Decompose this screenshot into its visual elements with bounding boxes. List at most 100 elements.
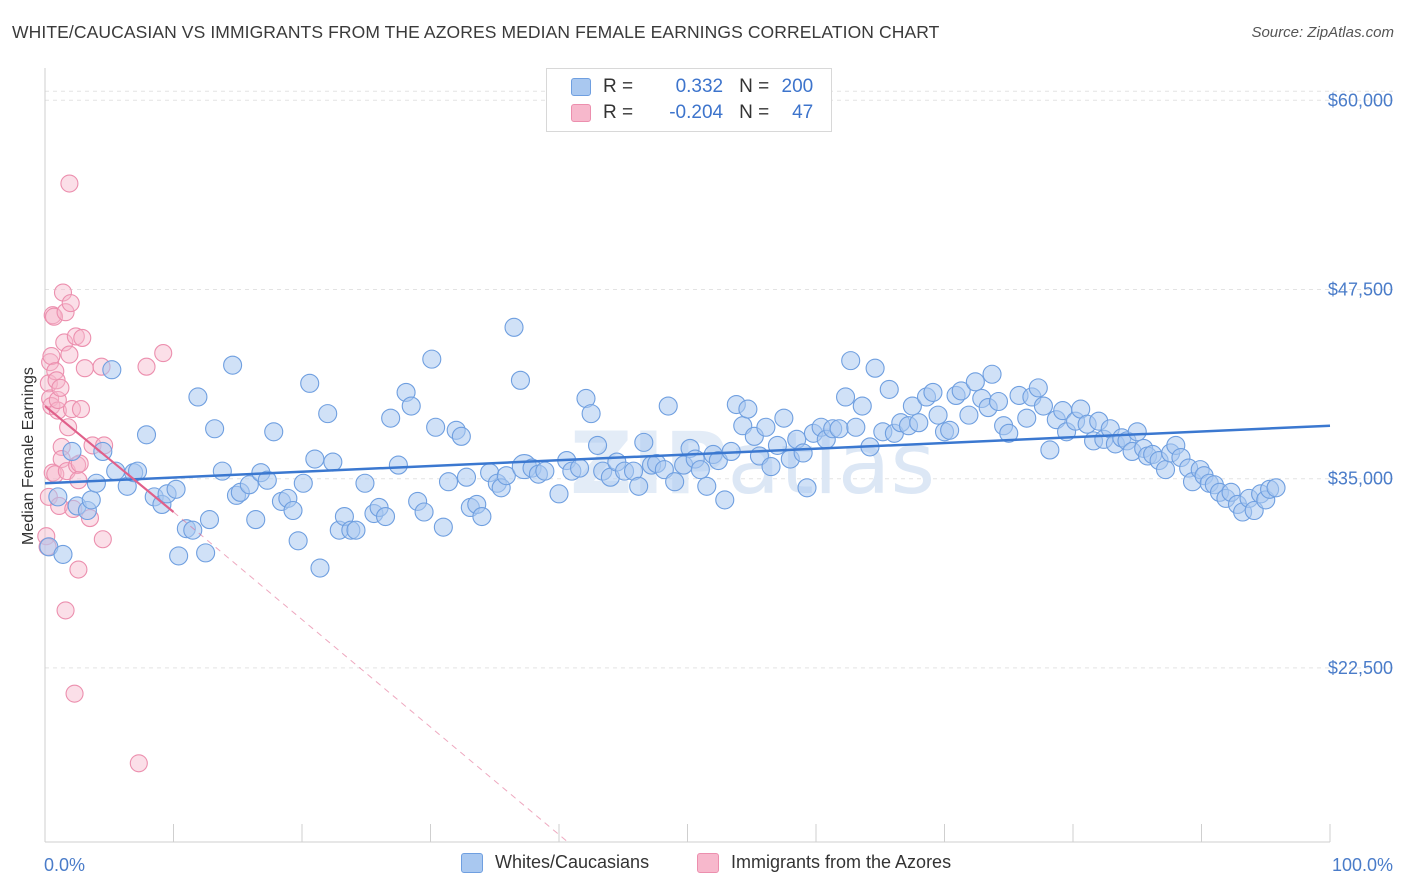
white-point: [852, 396, 872, 416]
white-point: [283, 500, 303, 521]
azores-point: [56, 601, 75, 620]
legend-n-label: N =: [739, 102, 770, 123]
white-point: [634, 432, 654, 452]
white-point: [426, 417, 446, 437]
legend-n-value: 47: [792, 102, 814, 123]
white-point: [1127, 422, 1147, 442]
white-point: [658, 396, 678, 416]
white-point: [205, 419, 225, 439]
azores-point: [93, 530, 112, 549]
azores-point: [51, 378, 70, 397]
azores-trend-extension: [173, 511, 569, 843]
white-point: [587, 435, 608, 455]
x-tick-label-right: 100.0%: [1332, 855, 1393, 875]
white-point: [183, 520, 203, 540]
source-label: Source: ZipAtlas.com: [1251, 24, 1394, 41]
white-point: [793, 443, 813, 463]
legend-r-value: -0.204: [669, 102, 724, 123]
white-point: [951, 381, 971, 401]
y-axis-label: Median Female Earnings: [20, 367, 37, 545]
white-point: [715, 490, 735, 510]
azores-trend-line: [44, 405, 175, 513]
white-point: [257, 470, 277, 490]
white-point: [199, 510, 220, 530]
white-point: [774, 408, 794, 428]
y-tick-label: $47,500: [1328, 279, 1393, 299]
y-tick-label: $35,000: [1328, 469, 1393, 489]
white-point: [93, 441, 113, 462]
legend-row-whites: R = 0.332 N = 200: [571, 75, 813, 99]
legend-swatch-pink: [697, 852, 719, 873]
white-point: [1028, 378, 1048, 398]
white-point: [86, 473, 106, 493]
legend-swatch-blue: [461, 852, 483, 873]
white-point: [940, 420, 960, 440]
white-point: [865, 358, 885, 378]
white-point: [510, 370, 531, 390]
azores-point: [65, 684, 84, 703]
legend-item-whites: Whites/Caucasians: [461, 852, 649, 873]
axes: [44, 68, 1331, 843]
azores-point: [73, 328, 92, 347]
white-point: [355, 473, 375, 493]
x-tick-labels: 0.0% 100.0%: [44, 855, 1393, 875]
white-point: [166, 479, 186, 499]
white-trend-line: [44, 424, 1331, 485]
white-point: [841, 351, 861, 371]
azores-point: [42, 347, 61, 366]
white-point: [1017, 408, 1037, 428]
white-point: [310, 558, 330, 578]
white-point: [504, 317, 524, 337]
chart-title: WHITE/CAUCASIAN VS IMMIGRANTS FROM THE A…: [12, 22, 940, 42]
azores-point: [154, 344, 173, 363]
white-point: [422, 349, 442, 369]
white-point: [188, 387, 208, 407]
white-point: [323, 452, 343, 472]
white-point: [959, 405, 979, 425]
white-point: [738, 399, 758, 419]
white-point: [988, 391, 1009, 412]
white-point: [829, 419, 849, 439]
white-point: [375, 506, 396, 527]
white-point: [305, 449, 325, 469]
white-points: [39, 317, 1286, 578]
white-point: [1266, 478, 1286, 498]
azores-point: [44, 307, 64, 326]
series-legend: Whites/Caucasians Immigrants from the Az…: [0, 852, 1406, 878]
white-point: [196, 543, 216, 563]
legend-swatch-blue: [571, 78, 591, 96]
legend-label-whites: Whites/Caucasians: [495, 852, 650, 872]
white-point: [965, 372, 985, 392]
legend-n-label: N =: [739, 76, 770, 97]
azores-point: [69, 471, 88, 490]
white-point: [923, 382, 943, 402]
white-point: [433, 517, 453, 537]
white-point: [654, 460, 674, 480]
white-point: [902, 396, 922, 416]
azores-point: [75, 359, 94, 378]
white-point: [496, 466, 516, 486]
white-point: [414, 502, 434, 522]
white-point: [472, 506, 492, 527]
white-point: [48, 487, 68, 507]
legend-label-azores: Immigrants from the Azores: [731, 852, 952, 872]
azores-point: [56, 303, 75, 322]
white-point: [288, 531, 308, 551]
white-point: [223, 355, 243, 375]
white-point: [318, 404, 338, 424]
white-point: [102, 360, 122, 380]
white-point: [761, 457, 781, 477]
white-point: [665, 472, 685, 492]
white-point: [456, 467, 477, 487]
white-point: [697, 476, 717, 496]
y-tick-label: $60,000: [1328, 90, 1393, 110]
white-point: [346, 520, 366, 540]
white-point: [62, 441, 82, 462]
white-point: [535, 461, 555, 481]
white-point: [797, 478, 817, 498]
legend-swatch-pink: [571, 104, 591, 122]
legend-item-azores: Immigrants from the Azores: [697, 852, 951, 873]
white-point: [570, 458, 590, 478]
white-point: [999, 423, 1019, 443]
